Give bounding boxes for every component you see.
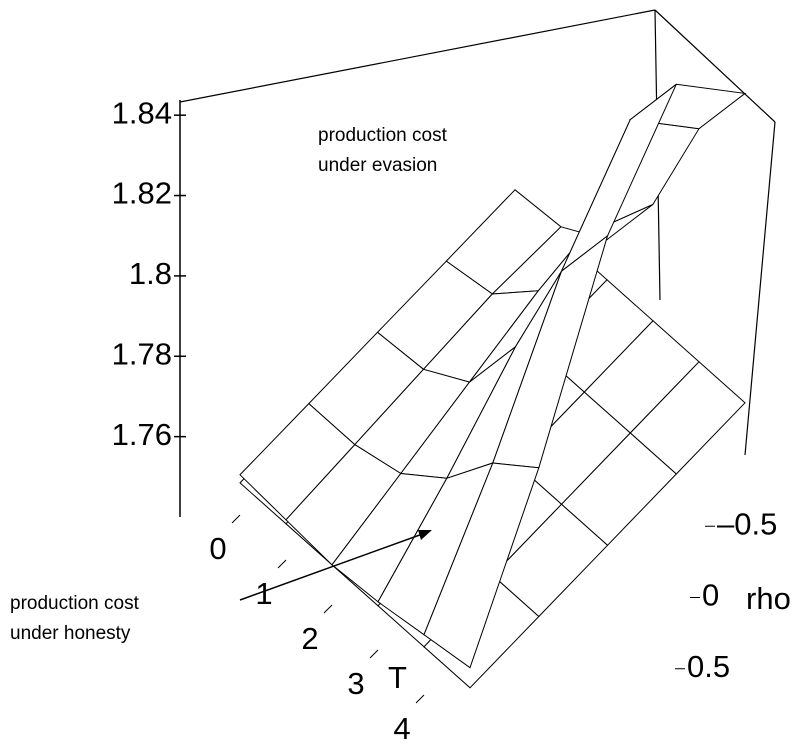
z-tick-label: 1.8 — [129, 256, 172, 291]
z-tick-label: 1.82 — [112, 176, 172, 211]
surface-cell — [423, 462, 540, 669]
surface — [239, 83, 747, 689]
annotation-arrow — [239, 531, 429, 601]
box-edge — [654, 9, 776, 123]
annotation: under honesty — [10, 623, 131, 644]
box-edge — [744, 121, 776, 456]
y-tick-label: –0.5 — [717, 506, 777, 541]
x-tick-label: 3 — [347, 666, 364, 701]
x-tick — [277, 559, 287, 569]
box-edge — [179, 9, 656, 103]
x-tick — [323, 604, 333, 614]
box — [179, 9, 776, 456]
x-tick — [231, 514, 241, 524]
annotation: production cost — [10, 593, 140, 614]
z-tick-label: 1.78 — [112, 336, 172, 371]
x-tick-label: 1 — [255, 576, 272, 611]
arrow-head — [418, 530, 432, 540]
y-tick-label: 0 — [702, 578, 719, 613]
x-tick-label: 2 — [301, 621, 318, 656]
x-axis-label: T — [388, 660, 407, 695]
annotation: under evasion — [318, 155, 437, 176]
y-axis-label: rho — [746, 581, 791, 616]
y-tick-label: 0.5 — [687, 649, 730, 684]
x-tick-label: 0 — [209, 531, 226, 566]
x-tick-label: 4 — [393, 711, 410, 746]
annotation: production cost — [318, 125, 448, 146]
z-tick-label: 1.84 — [112, 95, 172, 130]
x-tick — [369, 649, 379, 659]
x-tick — [415, 694, 425, 704]
z-tick-label: 1.76 — [112, 417, 172, 452]
